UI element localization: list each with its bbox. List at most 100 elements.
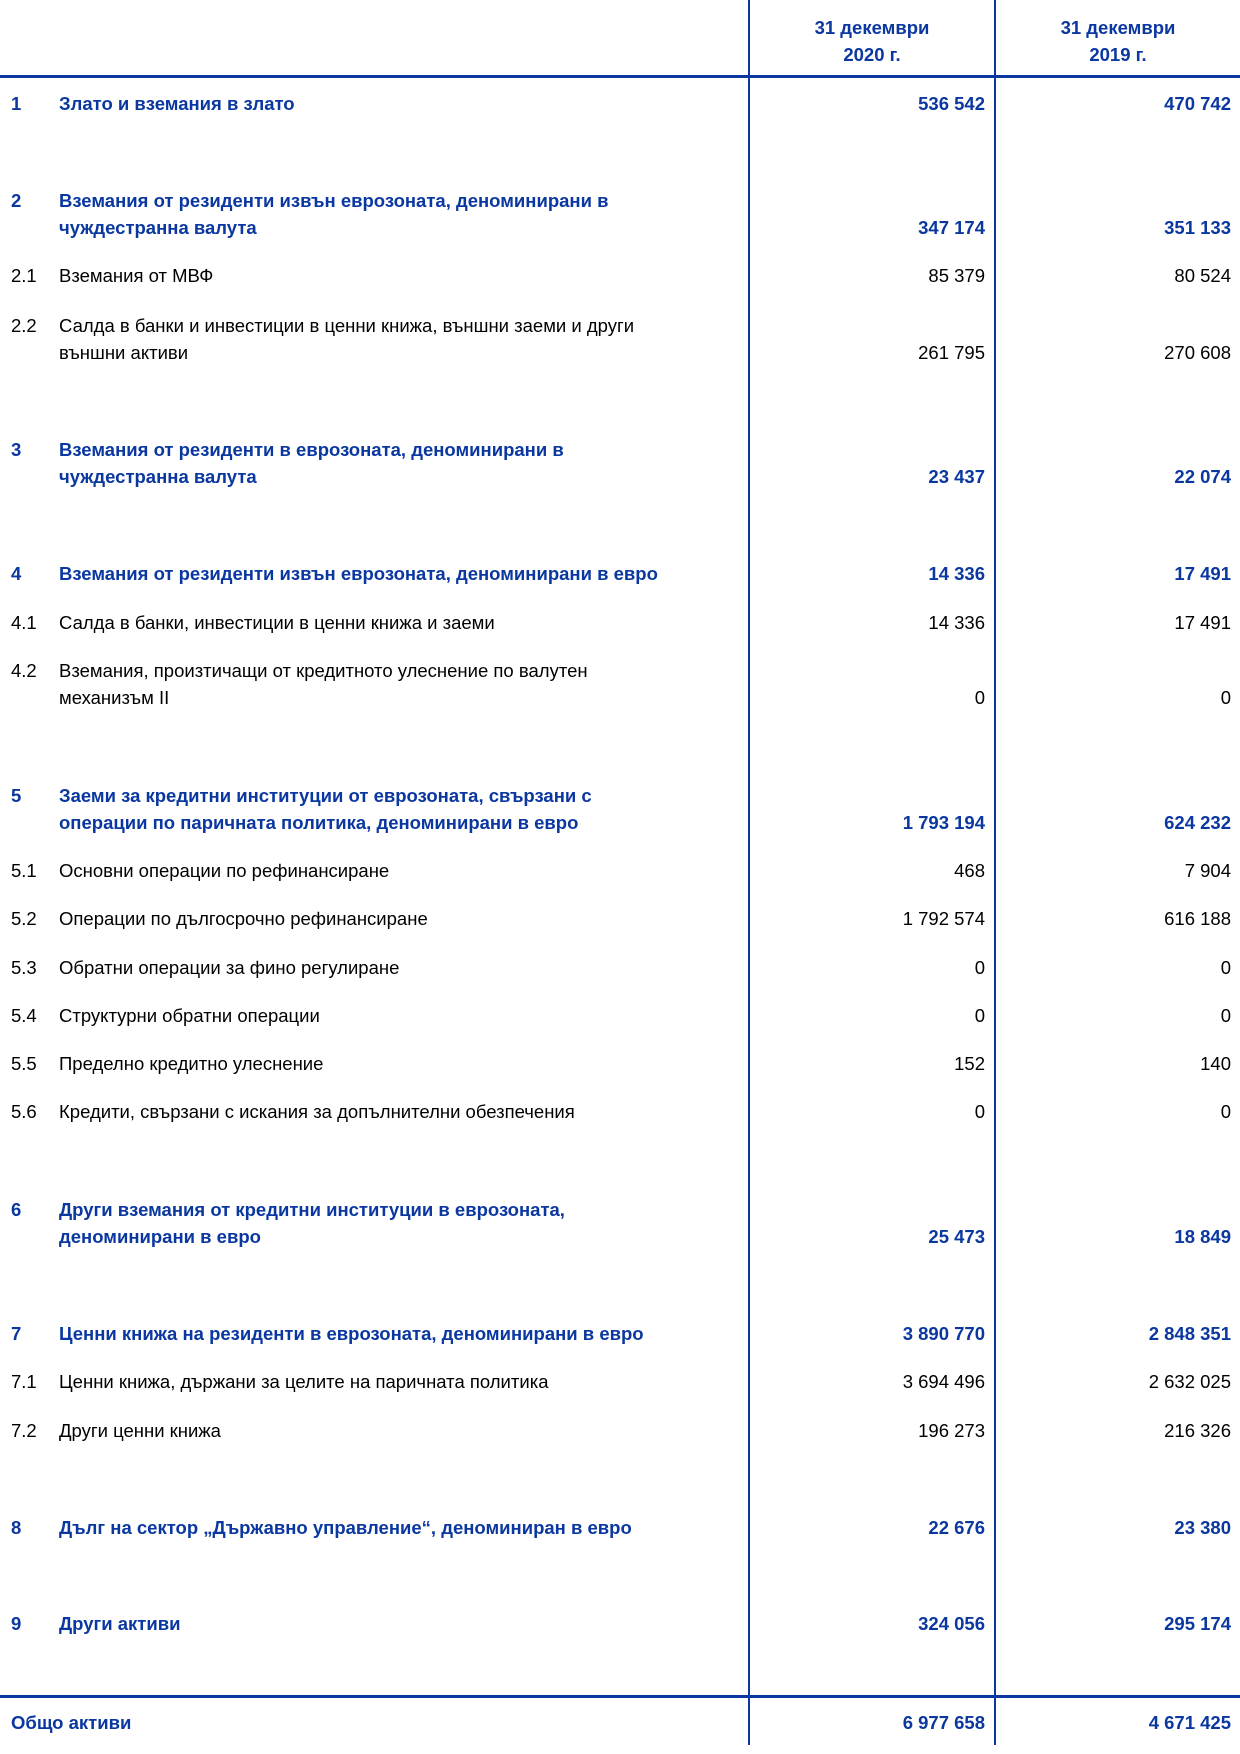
row-label: Други активи <box>59 1610 739 1637</box>
row-label: Злато и вземания в злато <box>59 90 739 117</box>
row-label-line: чуждестранна валута <box>59 466 257 487</box>
row-number: 8 <box>11 1517 22 1538</box>
row-label-line: Вземания от резиденти в еврозоната, дено… <box>59 439 564 460</box>
row-label: Вземания от резиденти извън еврозоната, … <box>59 187 739 241</box>
value-2019: 2 848 351 <box>1148 1323 1231 1344</box>
value-2020: 0 <box>974 687 985 708</box>
column-divider-2020 <box>748 0 750 1745</box>
row-label-line: външни активи <box>59 342 189 363</box>
row-label: Кредити, свързани с искания за допълните… <box>59 1098 739 1125</box>
value-2019: 80 524 <box>1174 265 1231 286</box>
row-number: 1 <box>11 93 22 114</box>
row-label-line: Вземания от резиденти извън еврозоната, … <box>59 563 658 584</box>
row-number: 2.1 <box>11 265 37 286</box>
column-header-2019-line2: 2019 г. <box>1089 44 1147 65</box>
row-label-line: Обратни операции за фино регулиране <box>59 957 400 978</box>
row-number: 5.2 <box>11 908 37 929</box>
value-2019: 0 <box>1220 957 1231 978</box>
row-label-line: Салда в банки и инвестиции в ценни книжа… <box>59 315 635 336</box>
row-number: 5.6 <box>11 1101 37 1122</box>
row-number: 4 <box>11 563 22 584</box>
total-value-2020: 6 977 658 <box>902 1712 985 1733</box>
value-2020: 25 473 <box>928 1226 985 1247</box>
value-2020: 1 793 194 <box>902 812 985 833</box>
value-2019: 470 742 <box>1164 93 1231 114</box>
value-2020: 0 <box>974 1005 985 1026</box>
row-label-line: механизъм II <box>59 687 170 708</box>
value-2019: 351 133 <box>1164 217 1231 238</box>
column-header-2019-line1: 31 декември <box>1060 17 1176 38</box>
row-label: Ценни книжа, държани за целите на паричн… <box>59 1368 739 1395</box>
value-2020: 22 676 <box>928 1517 985 1538</box>
value-2019: 17 491 <box>1174 563 1231 584</box>
row-label: Други вземания от кредитни институции в … <box>59 1196 739 1250</box>
row-label: Салда в банки и инвестиции в ценни книжа… <box>59 312 739 366</box>
row-label: Вземания от резиденти в еврозоната, дено… <box>59 436 739 490</box>
row-number: 7 <box>11 1323 22 1344</box>
row-label-line: чуждестранна валута <box>59 217 257 238</box>
row-label-line: Дълг на сектор „Държавно управление“, де… <box>59 1517 632 1538</box>
value-2019: 18 849 <box>1174 1226 1231 1247</box>
value-2020: 0 <box>974 1101 985 1122</box>
row-number: 4.1 <box>11 612 37 633</box>
row-number: 5.5 <box>11 1053 37 1074</box>
row-label-line: Структурни обратни операции <box>59 1005 320 1026</box>
row-number: 5.4 <box>11 1005 37 1026</box>
row-label: Ценни книжа на резиденти в еврозоната, д… <box>59 1320 739 1347</box>
row-label-line: Злато и вземания в злато <box>59 93 295 114</box>
value-2019: 17 491 <box>1174 612 1231 633</box>
row-label-line: Вземания от МВФ <box>59 265 214 286</box>
row-label-line: Заеми за кредитни институции от еврозона… <box>59 785 592 806</box>
value-2020: 14 336 <box>928 612 985 633</box>
value-2019: 0 <box>1220 687 1231 708</box>
row-label-line: Ценни книжа на резиденти в еврозоната, д… <box>59 1323 644 1344</box>
row-number: 5.1 <box>11 860 37 881</box>
value-2019: 270 608 <box>1164 342 1231 363</box>
row-number: 5 <box>11 785 22 806</box>
row-label: Операции по дългосрочно рефинансиране <box>59 905 739 932</box>
value-2020: 14 336 <box>928 563 985 584</box>
value-2019: 7 904 <box>1184 860 1231 881</box>
value-2020: 324 056 <box>918 1613 985 1634</box>
total-rule <box>0 1695 1240 1698</box>
row-label-line: Операции по дългосрочно рефинансиране <box>59 908 428 929</box>
row-label-line: Други активи <box>59 1613 181 1634</box>
row-label-line: Салда в банки, инвестиции в ценни книжа … <box>59 612 495 633</box>
row-label: Обратни операции за фино регулиране <box>59 954 739 981</box>
value-2019: 2 632 025 <box>1148 1371 1231 1392</box>
column-divider-2019 <box>994 0 996 1745</box>
column-header-2020: 31 декември 2020 г. <box>752 14 992 68</box>
row-label: Вземания, произтичащи от кредитното улес… <box>59 657 739 711</box>
value-2020: 3 890 770 <box>902 1323 985 1344</box>
row-label: Дълг на сектор „Държавно управление“, де… <box>59 1514 739 1541</box>
value-2019: 0 <box>1220 1005 1231 1026</box>
value-2020: 261 795 <box>918 342 985 363</box>
row-label-line: операции по паричната политика, деномини… <box>59 812 579 833</box>
row-label-line: Вземания от резиденти извън еврозоната, … <box>59 190 609 211</box>
value-2019: 616 188 <box>1164 908 1231 929</box>
row-number: 6 <box>11 1199 22 1220</box>
value-2020: 468 <box>954 860 985 881</box>
row-label-line: Кредити, свързани с искания за допълните… <box>59 1101 575 1122</box>
value-2020: 152 <box>954 1053 985 1074</box>
row-label: Заеми за кредитни институции от еврозона… <box>59 782 739 836</box>
row-label: Основни операции по рефинансиране <box>59 857 739 884</box>
row-number: 7.2 <box>11 1420 37 1441</box>
row-number: 2 <box>11 190 22 211</box>
row-number: 3 <box>11 439 22 460</box>
row-label-line: Ценни книжа, държани за целите на паричн… <box>59 1371 549 1392</box>
value-2019: 216 326 <box>1164 1420 1231 1441</box>
value-2019: 295 174 <box>1164 1613 1231 1634</box>
row-number: 9 <box>11 1613 22 1634</box>
value-2019: 23 380 <box>1174 1517 1231 1538</box>
row-label-line: Други вземания от кредитни институции в … <box>59 1199 565 1220</box>
row-label-line: Други ценни книжа <box>59 1420 221 1441</box>
total-label: Общо активи <box>11 1712 132 1733</box>
row-label-line: Пределно кредитно улеснение <box>59 1053 324 1074</box>
row-number: 4.2 <box>11 660 37 681</box>
value-2019: 22 074 <box>1174 466 1231 487</box>
column-header-2020-line1: 31 декември <box>814 17 930 38</box>
row-label: Салда в банки, инвестиции в ценни книжа … <box>59 609 739 636</box>
row-label: Други ценни книжа <box>59 1417 739 1444</box>
row-number: 2.2 <box>11 315 37 336</box>
